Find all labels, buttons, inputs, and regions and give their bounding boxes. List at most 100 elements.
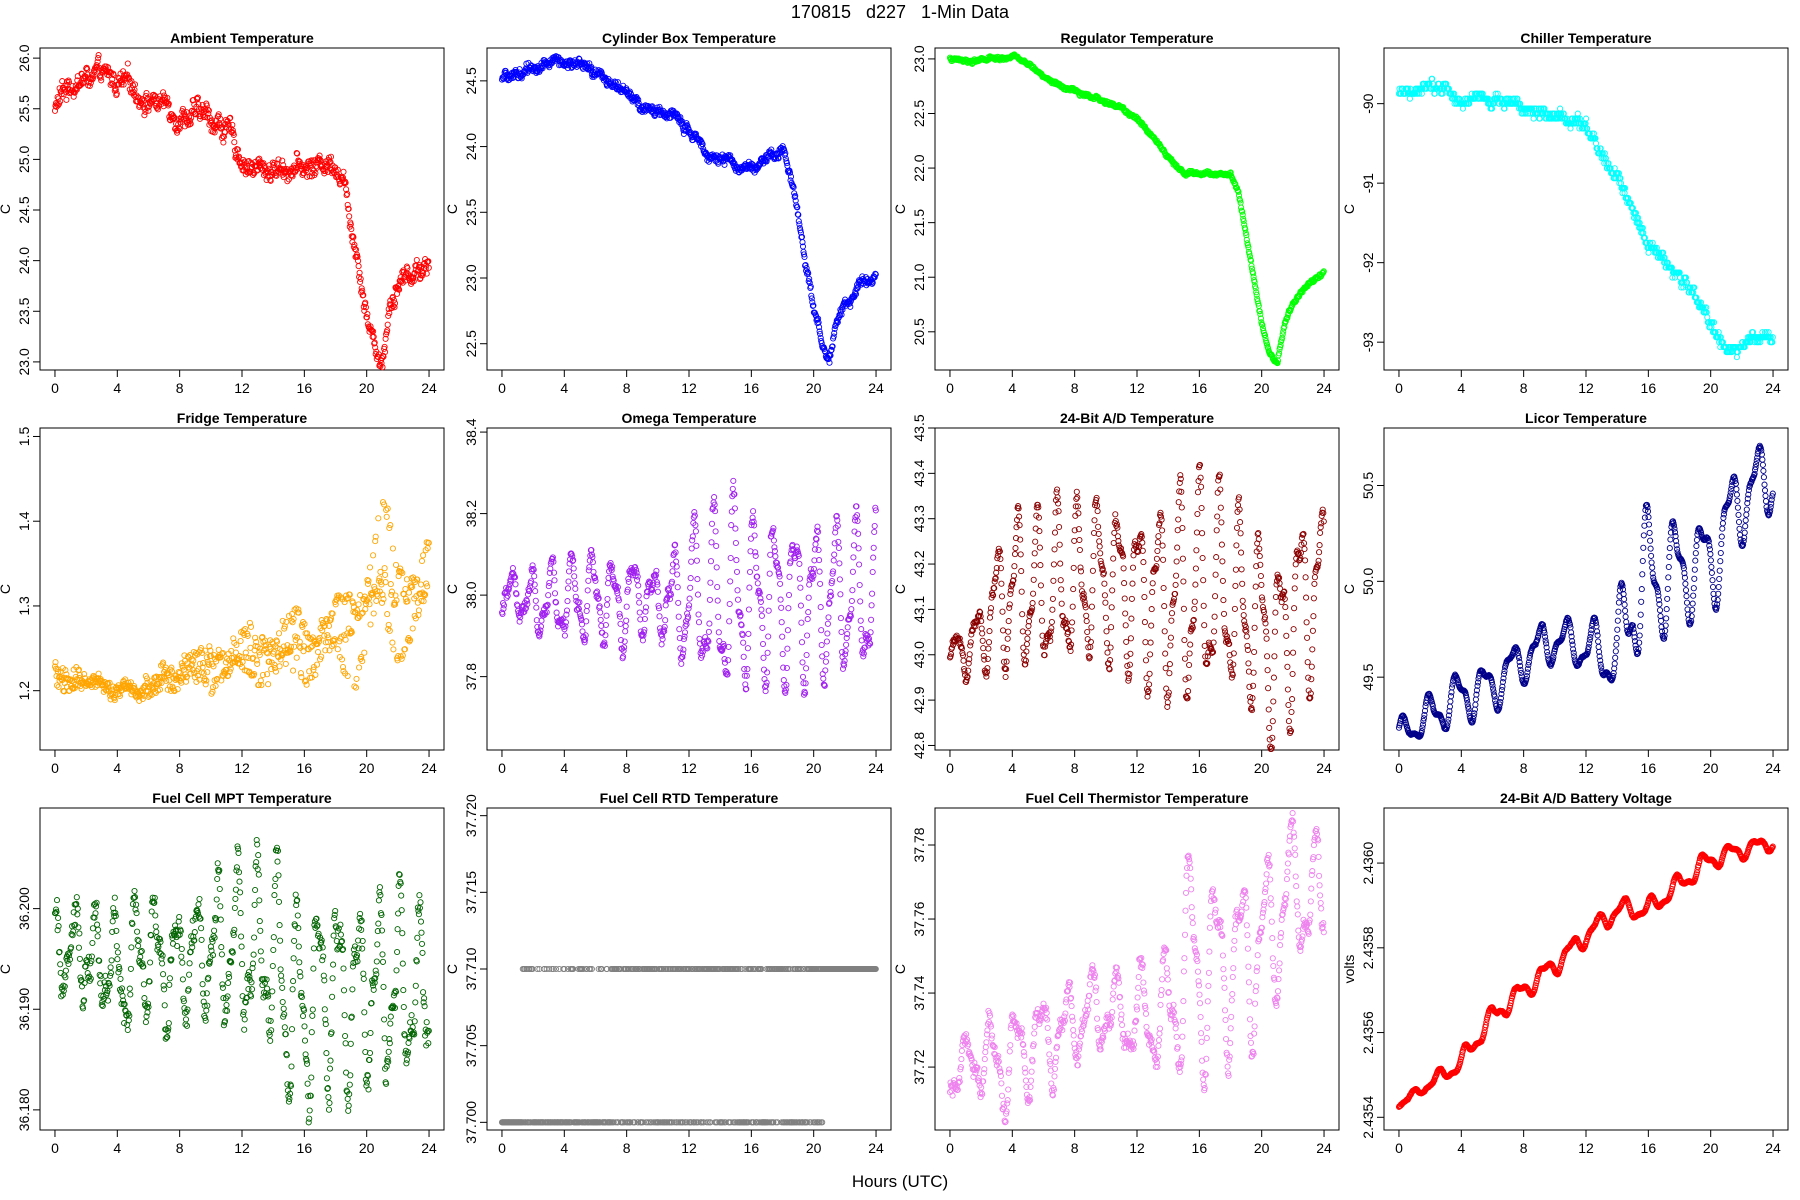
data-point bbox=[636, 609, 643, 616]
data-point bbox=[190, 97, 197, 104]
data-point bbox=[734, 587, 741, 594]
data-point bbox=[1056, 523, 1063, 531]
data-point bbox=[404, 265, 411, 272]
data-point bbox=[1057, 560, 1064, 567]
data-point bbox=[752, 552, 759, 559]
data-point bbox=[843, 641, 850, 648]
data-point bbox=[798, 639, 806, 646]
data-point bbox=[1574, 110, 1581, 117]
data-point bbox=[1002, 673, 1009, 681]
data-point bbox=[1055, 508, 1062, 515]
data-point bbox=[386, 310, 393, 317]
data-point bbox=[745, 630, 752, 637]
panel-title: Ambient Temperature bbox=[170, 30, 314, 46]
data-point bbox=[230, 131, 237, 138]
data-point bbox=[712, 528, 719, 535]
data-point bbox=[204, 106, 211, 113]
data-point bbox=[815, 528, 822, 535]
y-tick-label: 23.0 bbox=[463, 264, 479, 291]
data-point bbox=[726, 600, 733, 608]
data-point bbox=[708, 539, 715, 546]
data-point bbox=[379, 364, 386, 371]
x-tick-label: 24 bbox=[421, 380, 437, 396]
x-tick-label: 12 bbox=[681, 380, 697, 396]
data-point bbox=[966, 651, 973, 658]
y-tick-label: 24.0 bbox=[16, 247, 32, 274]
data-point bbox=[1096, 538, 1103, 545]
data-point bbox=[786, 573, 793, 580]
data-point bbox=[871, 522, 878, 530]
y-tick-label: 43.0 bbox=[911, 641, 927, 668]
data-point bbox=[1029, 600, 1036, 607]
data-point bbox=[842, 647, 849, 655]
data-point bbox=[1108, 624, 1115, 631]
data-point bbox=[699, 141, 706, 148]
data-point bbox=[164, 94, 171, 101]
data-point bbox=[823, 638, 830, 645]
data-point bbox=[678, 660, 685, 667]
data-point bbox=[362, 299, 369, 306]
data-point bbox=[799, 659, 806, 666]
data-point bbox=[385, 312, 392, 319]
data-point bbox=[355, 263, 362, 270]
data-point bbox=[1140, 576, 1147, 583]
data-point bbox=[1147, 639, 1154, 646]
data-point bbox=[1172, 581, 1179, 588]
data-point bbox=[545, 592, 552, 599]
data-point bbox=[850, 554, 857, 561]
data-point bbox=[347, 221, 354, 228]
data-point bbox=[532, 597, 539, 604]
data-point bbox=[1011, 563, 1018, 570]
data-point bbox=[389, 639, 396, 646]
data-point bbox=[1078, 581, 1085, 588]
data-point bbox=[572, 585, 579, 592]
data-point bbox=[635, 582, 642, 589]
x-tick-label: 12 bbox=[234, 760, 250, 776]
data-point bbox=[1076, 546, 1083, 554]
y-tick-label: -90 bbox=[1360, 93, 1376, 113]
data-point bbox=[1175, 516, 1182, 523]
x-tick-label: 4 bbox=[113, 380, 121, 396]
data-point bbox=[1031, 550, 1038, 557]
data-point bbox=[1097, 550, 1104, 557]
data-point bbox=[128, 78, 135, 85]
x-tick-label: 20 bbox=[806, 380, 822, 396]
panel-title: Fridge Temperature bbox=[177, 410, 308, 426]
data-point bbox=[687, 575, 694, 582]
data-point bbox=[361, 307, 368, 314]
data-point bbox=[675, 599, 682, 606]
data-point bbox=[1142, 639, 1149, 646]
x-tick-label: 16 bbox=[744, 760, 760, 776]
x-tick-label: 4 bbox=[560, 380, 568, 396]
data-point bbox=[564, 585, 572, 592]
data-points bbox=[946, 51, 1327, 367]
y-tick-label: 38.2 bbox=[463, 500, 479, 527]
x-tick-label: 8 bbox=[1071, 380, 1079, 396]
panel-title: Chiller Temperature bbox=[1520, 30, 1651, 46]
data-point bbox=[1102, 614, 1109, 621]
y-tick-label: 43.3 bbox=[911, 505, 927, 532]
data-point bbox=[56, 100, 63, 107]
data-point bbox=[366, 601, 373, 608]
y-tick-label: 23.0 bbox=[911, 45, 927, 72]
data-point bbox=[375, 515, 382, 522]
x-tick-label: 8 bbox=[176, 760, 184, 776]
data-point bbox=[165, 100, 172, 107]
panel-title: Omega Temperature bbox=[621, 410, 756, 426]
data-point bbox=[546, 579, 553, 586]
data-point bbox=[384, 327, 391, 334]
data-point bbox=[785, 591, 793, 599]
data-point bbox=[803, 665, 810, 672]
data-point bbox=[731, 505, 738, 512]
data-point bbox=[656, 613, 663, 620]
y-tick-label: -93 bbox=[1360, 332, 1376, 352]
data-point bbox=[1104, 649, 1111, 656]
data-point bbox=[391, 304, 398, 311]
data-point bbox=[1051, 529, 1059, 536]
data-point bbox=[284, 178, 291, 185]
data-point bbox=[1069, 619, 1076, 626]
data-points bbox=[51, 52, 432, 371]
data-point bbox=[1050, 577, 1057, 584]
